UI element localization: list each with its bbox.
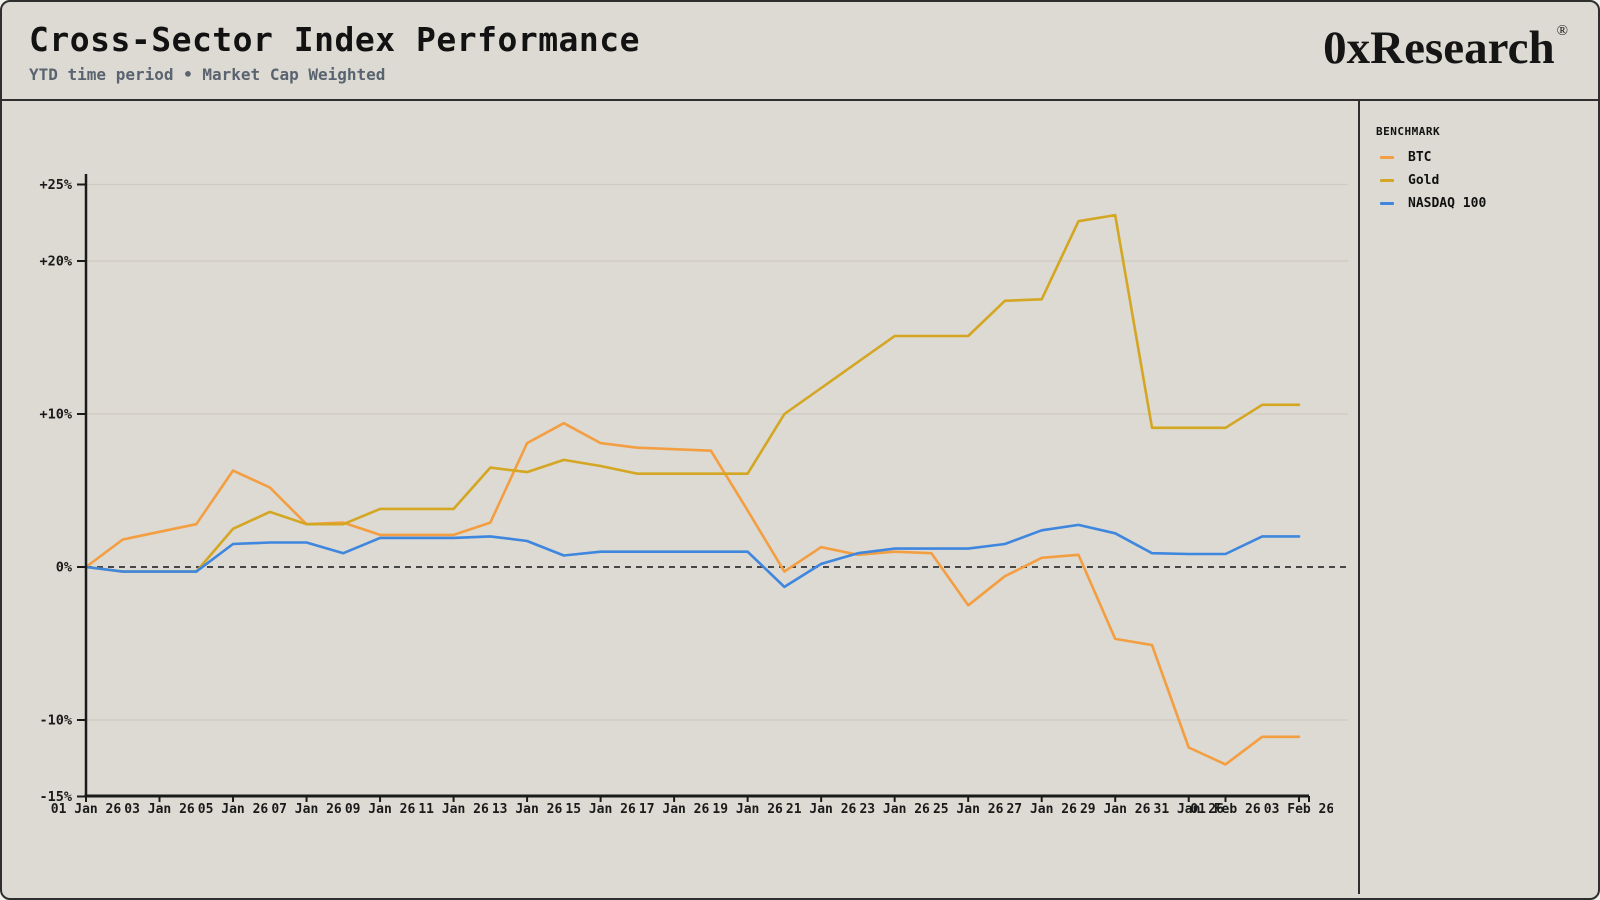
svg-text:01 Jan 26: 01 Jan 26 — [51, 802, 122, 817]
chart-region: +25% +20% +10% 0% -10% -15% 01 Jan 26 03 Jan 26… — [2, 101, 1598, 894]
svg-text:27 Jan 26: 27 Jan 26 — [1006, 802, 1077, 817]
svg-text:17 Jan 26: 17 Jan 26 — [639, 802, 710, 817]
svg-text:13 Jan 26: 13 Jan 26 — [492, 802, 563, 817]
performance-line-chart: +25% +20% +10% 0% -10% -15%01 Jan 26 03 Jan 26… — [39, 174, 1348, 817]
nasdaq-swatch-icon — [1380, 201, 1394, 205]
svg-text:29 Jan 26: 29 Jan 26 — [1080, 802, 1151, 817]
page-subtitle: YTD time period • Market Cap Weighted — [29, 65, 386, 85]
svg-text:+10%: +10% — [39, 407, 72, 423]
svg-text:0%: 0% — [56, 560, 73, 576]
svg-text:23 Jan 26: 23 Jan 26 — [859, 802, 930, 817]
svg-text:+25%: +25% — [39, 177, 72, 193]
page-title: Cross-Sector Index Performance — [29, 20, 641, 59]
legend-item-btc: BTC — [1380, 149, 1590, 165]
btc-swatch-icon — [1380, 155, 1394, 159]
svg-text:03 Jan 26: 03 Jan 26 — [124, 802, 195, 817]
svg-text:21 Jan 26: 21 Jan 26 — [786, 802, 857, 817]
svg-text:11 Jan 26: 11 Jan 26 — [418, 802, 489, 817]
legend-item-nasdaq: NASDAQ 100 — [1380, 195, 1590, 211]
svg-text:15 Jan 26: 15 Jan 26 — [565, 802, 636, 817]
chart-area: +25% +20% +10% 0% -10% -15% 01 Jan 26 03 Jan 26… — [2, 101, 1358, 894]
header: Cross-Sector Index Performance YTD time … — [2, 2, 1598, 101]
legend-label-btc: BTC — [1408, 149, 1432, 165]
legend-label-nasdaq: NASDAQ 100 — [1408, 195, 1487, 211]
svg-text:-15%: -15% — [39, 789, 72, 805]
legend-item-gold: Gold — [1380, 172, 1590, 188]
gold-swatch-icon — [1380, 178, 1394, 182]
legend-title: BENCHMARK — [1376, 125, 1441, 138]
svg-text:09 Jan 26: 09 Jan 26 — [345, 802, 416, 817]
svg-text:19 Jan 26: 19 Jan 26 — [712, 802, 783, 817]
svg-text:-10%: -10% — [39, 713, 72, 729]
legend-panel: BENCHMARK BTC Gold NASDAQ 100 — [1358, 101, 1598, 894]
svg-text:05 Jan 26: 05 Jan 26 — [198, 802, 269, 817]
brand-logo-text: 0xResearch — [1323, 22, 1555, 74]
svg-text:07 Jan 26: 07 Jan 26 — [271, 802, 342, 817]
svg-text:03 Feb 26: 03 Feb 26 — [1264, 802, 1335, 817]
svg-text:25 Jan 26: 25 Jan 26 — [933, 802, 1004, 817]
header-titles: Cross-Sector Index Performance YTD time … — [29, 20, 641, 85]
svg-text:+20%: +20% — [39, 254, 72, 270]
svg-text:01 Feb 26: 01 Feb 26 — [1190, 802, 1261, 817]
legend-label-gold: Gold — [1408, 172, 1440, 188]
svg-text:31 Jan 26: 31 Jan 26 — [1154, 802, 1225, 817]
brand-logo: 0xResearch ® — [1323, 24, 1568, 72]
registered-mark: ® — [1556, 23, 1568, 39]
